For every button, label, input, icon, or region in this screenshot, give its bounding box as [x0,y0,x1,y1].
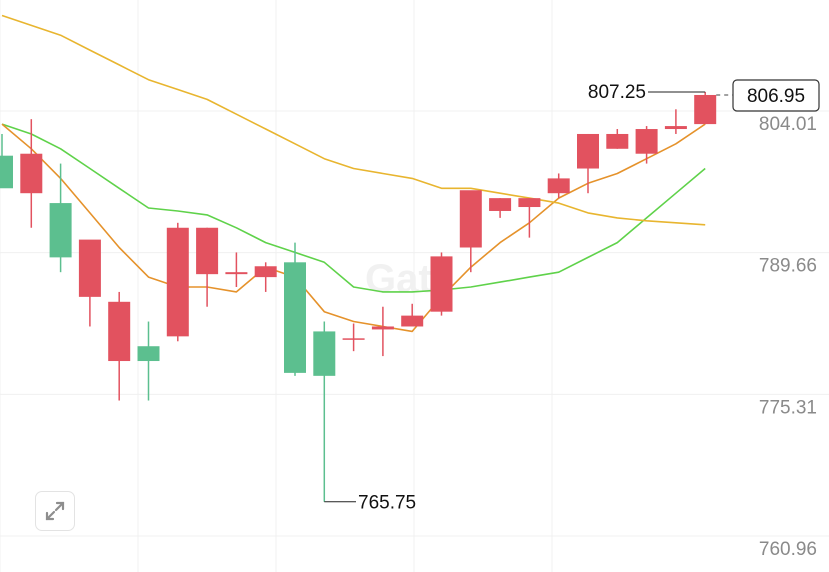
last-price-label: 806.95 [747,86,805,107]
y-tick-label: 789.66 [759,256,817,277]
candle [20,119,43,228]
candle-body [664,126,687,130]
candle-body [137,346,160,362]
candle-body [547,178,570,194]
candle [430,252,453,316]
candle-body [254,266,277,278]
candle [108,291,131,401]
candle-body [225,272,248,275]
candle-body [606,133,629,149]
candle [401,303,424,327]
expand-button[interactable] [35,491,75,531]
candle-body [49,203,72,258]
candle [49,163,72,273]
candle [635,126,658,164]
candle [254,262,277,292]
candle-body [108,301,131,362]
last-price-box: 806.95 [732,79,820,112]
candle-body [20,153,43,194]
candle-body [0,155,13,189]
y-tick-label: 760.96 [759,539,817,560]
candle-body [459,190,482,248]
moving-average-lines [1,14,706,333]
candle-body [371,326,394,330]
candles [0,92,717,502]
candle-body [284,262,306,373]
moving-average-line-3 [1,14,706,226]
candle [518,198,541,238]
candle-body [577,133,599,169]
candle [459,190,482,273]
candle [284,242,306,376]
candle [547,173,570,199]
candle-body [78,239,101,297]
candle-body [694,94,717,125]
candle [371,306,394,357]
y-tick-label: 775.31 [759,397,817,418]
candle [313,321,336,502]
expand-arrows-icon [45,501,65,521]
candle [664,109,687,134]
candle [606,129,629,149]
candle-body [401,315,424,327]
candle [225,252,248,287]
y-tick-label: 804.01 [759,114,817,135]
candle [166,222,189,342]
candle [694,92,717,125]
candle-body [166,227,189,337]
candle [137,321,160,401]
candle-body [489,198,512,211]
moving-average-line-2 [1,123,706,333]
candle-body [518,198,541,208]
candle [342,323,365,352]
candle-body [313,331,336,376]
candle-body [196,227,219,275]
candle [0,133,13,189]
candle-body [635,129,658,154]
candle [78,239,101,327]
candle-body [430,256,453,312]
moving-average-line-1 [1,123,706,293]
low-price-label: 765.75 [358,493,416,514]
high-price-label: 807.25 [588,82,646,103]
last-price-box-border [732,79,820,112]
candle [196,227,219,307]
price-annotations: 807.25 765.75 806.95 [324,79,820,514]
candle-body [342,338,365,340]
candle [489,198,512,218]
y-axis: 760.96 775.31 789.66 804.01 [759,114,817,560]
candle [577,133,599,194]
